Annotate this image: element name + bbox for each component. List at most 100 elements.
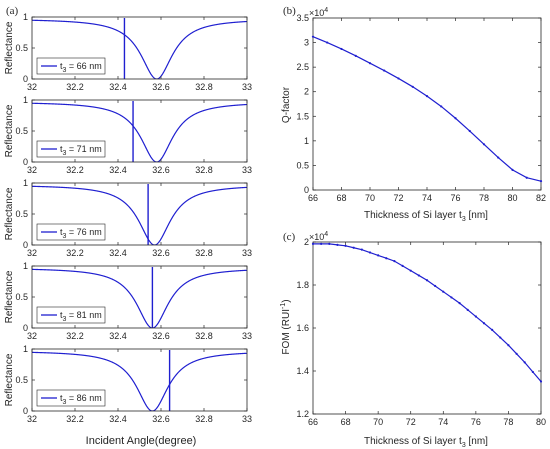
x-tick-label: 68 — [341, 417, 351, 427]
legend-box — [36, 57, 106, 75]
y-tick-label: 1.4 — [296, 366, 309, 376]
x-tick-label: 32 — [27, 82, 37, 92]
panel-label-c: (c) — [283, 231, 296, 243]
data-point — [499, 336, 502, 339]
subplot-4: 32 32.2 32.4 32.6 32.8 33 0 0.5 1 Reflectance t3 =… — [4, 261, 252, 341]
x-tick-label: 80 — [507, 193, 517, 203]
x-tick-label: 70 — [365, 193, 375, 203]
y-tick-label: 0 — [23, 74, 28, 84]
x-tick-label: 33 — [242, 248, 252, 258]
x-tick-label: 82 — [536, 193, 546, 203]
data-point — [393, 260, 396, 263]
y-axis-label: Reflectance — [4, 104, 15, 157]
legend-label: t3 = 66 nm — [60, 61, 102, 74]
data-point — [377, 254, 380, 257]
data-point — [311, 35, 315, 38]
y-tick-label: 3 — [304, 38, 309, 48]
x-tick-label: 70 — [373, 417, 383, 427]
axes-frame — [312, 241, 542, 415]
legend-label: t3 = 86 nm — [60, 393, 102, 406]
legend-box — [36, 306, 106, 324]
x-tick-label: 32.6 — [152, 414, 170, 424]
x-tick-label: 32.6 — [152, 248, 170, 258]
reflectance-curve — [32, 102, 247, 162]
legend: t3 = 71 nm — [36, 140, 106, 158]
y-tick-label: 0 — [23, 240, 28, 250]
data-point — [539, 180, 543, 183]
y-tick-label: 0.5 — [15, 126, 28, 136]
y-tick-label: 1.5 — [296, 111, 309, 121]
x-tick-label: 32.4 — [109, 82, 127, 92]
x-tick-label: 78 — [479, 193, 489, 203]
x-tick-label: 32.8 — [195, 165, 213, 175]
x-tick-label: 32.4 — [109, 165, 127, 175]
data-point — [454, 117, 457, 120]
x-tick-label: 72 — [406, 417, 416, 427]
panel-b-qfactor-chart: ×104 Q-factor Thickness of Si layer t3 [… — [281, 7, 546, 223]
y-axis-label: Reflectance — [4, 353, 15, 406]
x-tick-label: 32 — [27, 331, 37, 341]
data-point — [354, 54, 357, 57]
y-axis-label: Reflectance — [4, 187, 15, 240]
data-point — [417, 274, 420, 277]
data-point — [425, 279, 429, 282]
data-point — [507, 344, 510, 347]
y-tick-label: 1 — [304, 136, 309, 146]
panel-b-ylabel: Q-factor — [281, 86, 292, 123]
panel-a-reflectance-subplots: 32 32.2 32.4 32.6 32.8 33 0 0.5 1 Reflectance t3 =… — [4, 12, 252, 424]
legend: t3 = 86 nm — [36, 389, 106, 407]
x-tick-label: 32.2 — [66, 165, 84, 175]
x-tick-label: 80 — [536, 417, 546, 427]
data-point — [474, 315, 477, 318]
legend-label: t3 = 76 nm — [60, 227, 102, 240]
data-point — [311, 242, 315, 246]
y-tick-label: 0.5 — [15, 209, 28, 219]
panel-label-a: (a) — [6, 5, 19, 17]
x-tick-label: 32.4 — [109, 248, 127, 258]
data-point — [328, 242, 331, 246]
x-tick-label: 32 — [27, 414, 37, 424]
panel-c-xlabel: Thickness of Si layer t3 [nm] — [364, 436, 488, 449]
x-tick-label: 32 — [27, 248, 37, 258]
x-tick-label: 32.8 — [195, 248, 213, 258]
data-line — [313, 243, 542, 382]
panel-c-fom-chart: ×104 FOM (RUI-1) Thickness of Si layer t… — [280, 231, 546, 449]
data-point — [491, 328, 494, 332]
x-tick-label: 32.2 — [66, 414, 84, 424]
data-point — [450, 296, 453, 299]
panel-label-b: (b) — [283, 5, 296, 17]
data-point — [525, 176, 528, 179]
y-tick-label: 0.5 — [296, 160, 309, 170]
y-tick-label: 1.6 — [296, 323, 309, 333]
subplot-1: 32 32.2 32.4 32.6 32.8 33 0 0.5 1 Reflectance t3 =… — [4, 12, 252, 92]
data-point — [482, 143, 486, 146]
x-tick-label: 33 — [242, 414, 252, 424]
data-point — [368, 251, 372, 254]
y-tick-label: 1 — [23, 261, 28, 271]
y-tick-label: 0.5 — [15, 292, 28, 302]
data-point — [368, 62, 372, 65]
data-point — [523, 361, 526, 364]
data-point — [383, 69, 386, 72]
data-point — [385, 257, 388, 260]
data-point — [434, 284, 437, 288]
data-point — [425, 95, 429, 98]
y-tick-label: 0 — [304, 185, 309, 195]
x-tick-label: 32.2 — [66, 82, 84, 92]
x-tick-label: 32.8 — [195, 331, 213, 341]
legend: t3 = 81 nm — [36, 306, 106, 324]
data-point — [360, 248, 363, 251]
data-point — [539, 380, 543, 383]
data-line — [312, 36, 542, 182]
data-point — [466, 308, 469, 311]
y-tick-label: 3.5 — [296, 13, 309, 23]
legend-box — [36, 223, 106, 241]
subplot-2: 32 32.2 32.4 32.6 32.8 33 0 0.5 1 Reflectance t3 =… — [4, 95, 252, 175]
panel-a-xlabel: Incident Angle(degree) — [86, 435, 197, 447]
data-point — [326, 41, 329, 44]
y-tick-label: 1.2 — [296, 409, 309, 419]
data-point — [409, 269, 412, 272]
data-point — [442, 290, 445, 293]
y-axis-label: Reflectance — [4, 21, 15, 74]
